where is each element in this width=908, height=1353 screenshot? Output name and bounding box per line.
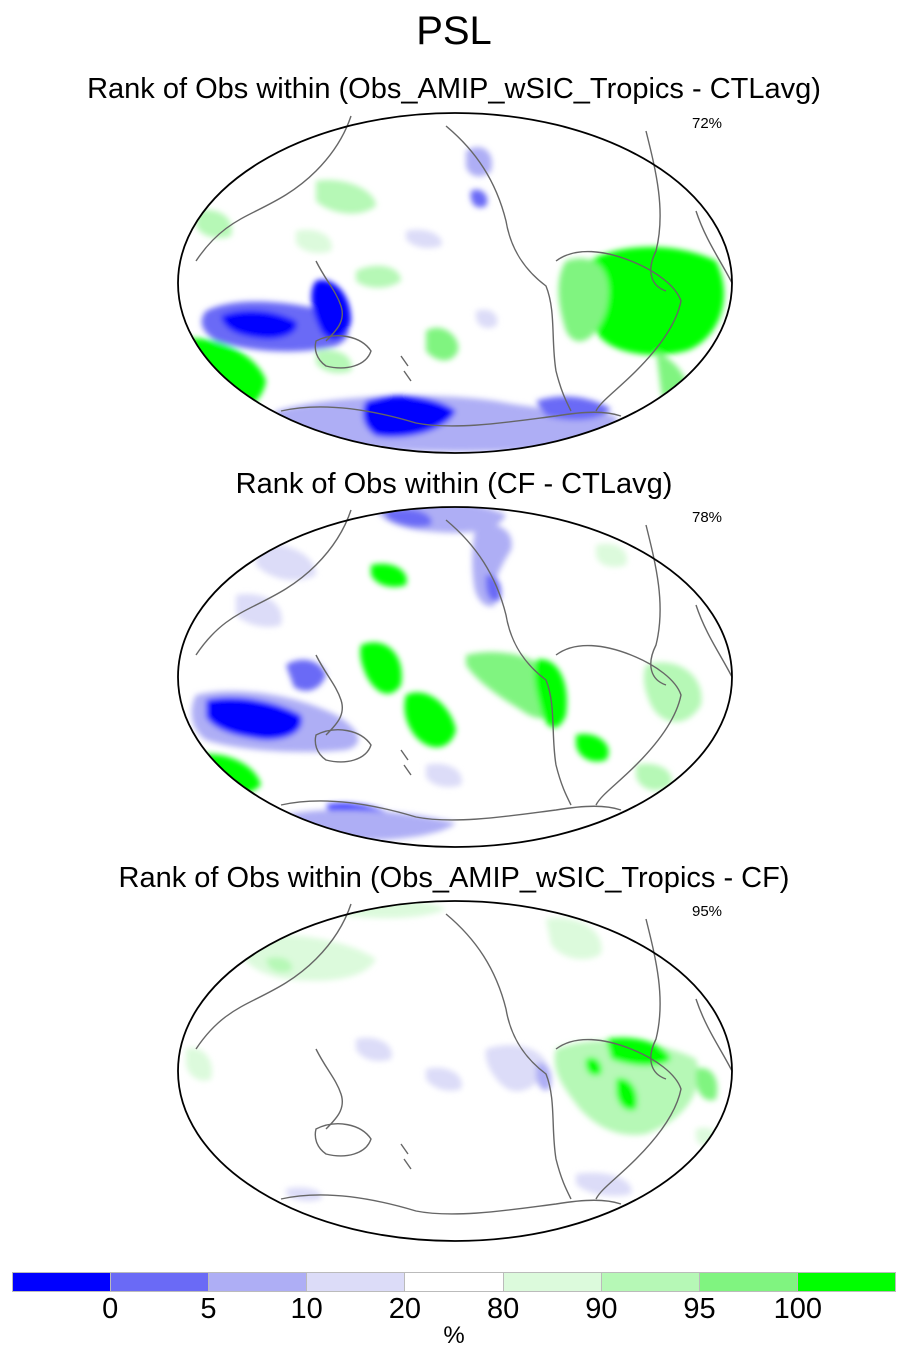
panel-3-map [177,900,733,1242]
colorbar [12,1272,896,1292]
colorbar-tick-label: 95 [683,1293,716,1325]
panel-1-percent: 72% [692,115,723,132]
colorbar-tick-label: 100 [773,1293,822,1325]
colorbar-tick-label: 5 [200,1293,217,1325]
colorbar-tick-label: 20 [388,1293,422,1325]
colorbar-box [502,1272,601,1292]
main-title: PSL [416,9,492,53]
colorbar-box [208,1272,307,1292]
colorbar-box [306,1272,405,1292]
colorbar-tick-label: 80 [486,1293,520,1325]
panel-2-map [177,506,733,848]
colorbar-tick-label: 10 [290,1293,323,1325]
colorbar-unit: % [443,1322,465,1349]
colorbar-tick-label: 90 [585,1293,618,1325]
colorbar-box [12,1272,111,1292]
colorbar-box [404,1272,503,1292]
panel-2-title: Rank of Obs within (CF - CTLavg) [235,468,673,500]
panel-1-title: Rank of Obs within (Obs_AMIP_wSIC_Tropic… [87,73,821,105]
colorbar-box [110,1272,209,1292]
colorbar-box [600,1272,699,1292]
colorbar-box [698,1272,797,1292]
panel-3-percent: 95% [692,903,723,920]
panel-1-map [177,112,733,454]
panel-3-title: Rank of Obs within (Obs_AMIP_wSIC_Tropic… [118,862,790,894]
panel-2-percent: 78% [692,509,723,526]
colorbar-tick-label: 0 [102,1293,119,1325]
colorbar-box [796,1272,896,1292]
